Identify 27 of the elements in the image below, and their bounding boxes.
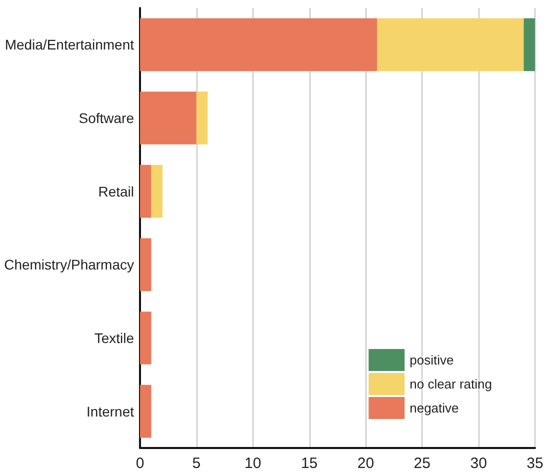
bar (151, 164, 163, 218)
bar (140, 92, 196, 144)
bar (377, 18, 524, 72)
x-tick-label: 0 (136, 455, 144, 472)
x-tick-label: 30 (470, 455, 487, 472)
x-tick-label: 5 (192, 455, 201, 472)
bar (196, 92, 208, 144)
x-tick-label: 35 (526, 455, 544, 472)
bar (140, 164, 152, 218)
bar (140, 238, 152, 292)
x-tick-label: 25 (414, 455, 430, 472)
x-tick-label: 15 (300, 455, 318, 472)
y-tick-label: Chemistry/Pharmacy (4, 256, 134, 273)
bar (140, 312, 152, 364)
x-tick-label: 10 (244, 455, 262, 472)
y-tick-label: Software (78, 110, 134, 126)
bar (140, 18, 377, 72)
legend-label: no clear rating (410, 376, 492, 392)
y-tick-label: Media/Entertainment (4, 36, 134, 53)
legend-label: positive (410, 352, 454, 368)
y-tick-label: Textile (94, 330, 134, 346)
y-tick-label: Retail (98, 183, 134, 200)
y-tick-label: Internet (86, 403, 134, 420)
legend-label: negative (410, 400, 459, 416)
bar (140, 384, 152, 438)
bar (524, 18, 535, 72)
x-tick-label: 20 (357, 455, 374, 472)
